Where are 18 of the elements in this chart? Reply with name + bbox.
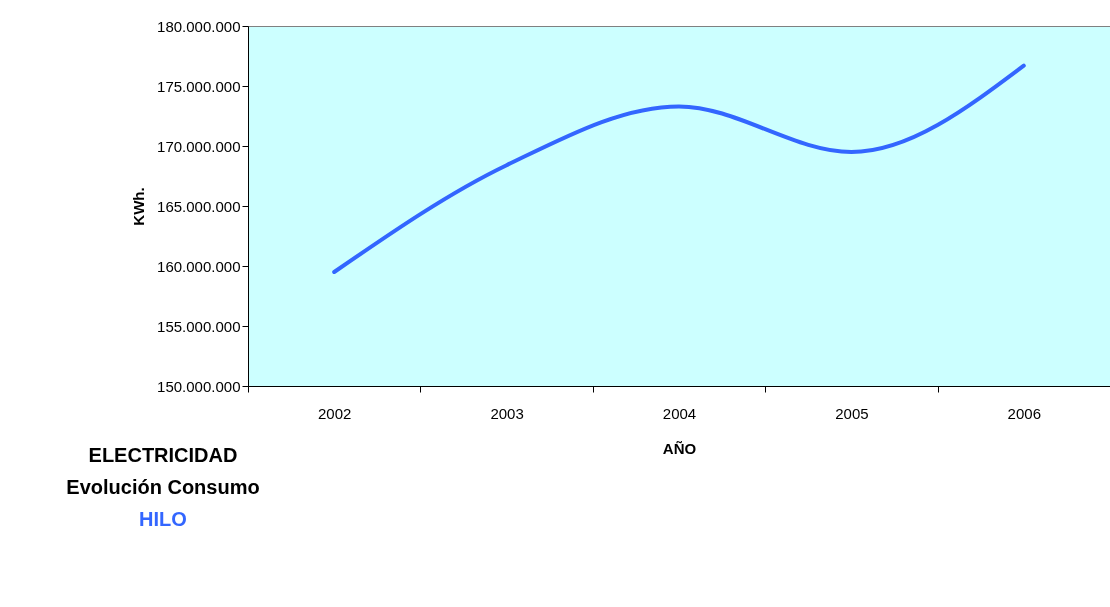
x-tick-label: 2005: [835, 404, 869, 422]
line-series: [332, 63, 1026, 274]
y-tick-label: 160.000.000: [157, 257, 241, 275]
x-tick-label: 2004: [662, 404, 697, 422]
y-tick-label: 170.000.000: [157, 137, 241, 155]
text: ELECTRICIDAD: [88, 444, 238, 466]
y-axis-title: KWh.: [130, 187, 148, 226]
x-tick-label: 2002: [318, 404, 352, 422]
y-tick-label: 150.000.000: [157, 377, 241, 395]
text: Evolución Consumo: [66, 476, 260, 498]
y-tick-label: 180.000.000: [157, 17, 241, 35]
x-axis-title: AÑO: [662, 439, 697, 457]
y-tick-label: 155.000.000: [157, 317, 241, 335]
y-tick-label: 175.000.000: [157, 77, 241, 95]
y-tick-label: 165.000.000: [157, 197, 241, 215]
x-tick-label: 2003: [490, 404, 524, 422]
text: HILO: [139, 508, 187, 530]
x-tick-label: 2006: [1007, 404, 1041, 422]
